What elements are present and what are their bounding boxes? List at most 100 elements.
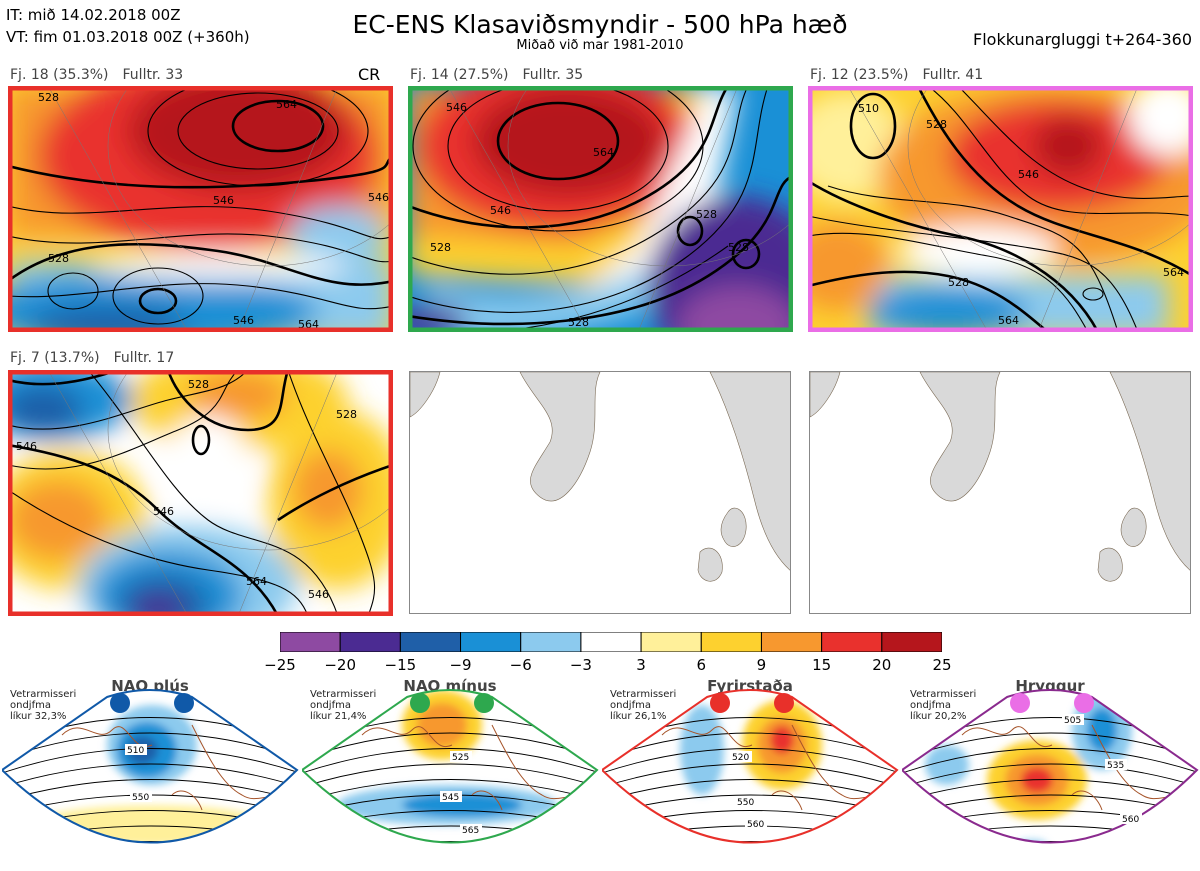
colorbar-tick-label: −25 bbox=[264, 656, 296, 674]
regime-note-line: Vetrarmisseri bbox=[310, 689, 377, 700]
page-title: EC-ENS Klasaviðsmyndir - 500 hPa hæð bbox=[352, 10, 848, 39]
colorbar-tick-label: −9 bbox=[449, 656, 472, 674]
regime-note: Vetrarmisseri ondjfma líkur 20,2% bbox=[910, 689, 976, 722]
contour-label: 564 bbox=[593, 146, 614, 159]
regime-contour-label: 550 bbox=[737, 798, 754, 808]
cluster-2-border bbox=[408, 86, 793, 332]
cluster-4-map: 528 546 528 546 546 564 bbox=[8, 370, 393, 616]
regime-nao-m-nus: NAO mínus Vetrarmisseri ondjfma líkur 21,4%… bbox=[302, 675, 600, 871]
regime-dot bbox=[1010, 693, 1030, 713]
regime-contour-label: 550 bbox=[132, 793, 149, 803]
regime-dot bbox=[474, 693, 494, 713]
colorbar bbox=[279, 631, 943, 653]
contour-label: 528 bbox=[926, 118, 947, 131]
regime-title: Fyrirstaða bbox=[707, 677, 793, 695]
regime-contour-label: 560 bbox=[747, 820, 764, 830]
colorbar-swatch bbox=[580, 631, 642, 653]
regime-nao-pl-s: NAO plús Vetrarmisseri ondjfma líkur 32,3% 5… bbox=[2, 675, 300, 871]
contour-label: 546 bbox=[308, 588, 329, 601]
initial-time: IT: mið 14.02.2018 00Z bbox=[6, 6, 181, 24]
colorbar-tick-label: −20 bbox=[324, 656, 356, 674]
cluster-3-label: Fj. 12 (23.5%) Fulltr. 41 bbox=[810, 67, 997, 83]
regime-note-line: ondjfma bbox=[910, 700, 951, 711]
regime-dot bbox=[710, 693, 730, 713]
regime-note-line: ondjfma bbox=[10, 700, 51, 711]
contour-label: 528 bbox=[948, 276, 969, 289]
contour-label: 528 bbox=[728, 241, 749, 254]
colorbar-tick-label: −6 bbox=[509, 656, 532, 674]
regime-note: Vetrarmisseri ondjfma líkur 32,3% bbox=[10, 689, 76, 722]
regime-contour-label: 510 bbox=[127, 746, 144, 756]
cluster-3-map: 510 528 546 528 564 564 bbox=[808, 86, 1193, 332]
contour-label: 564 bbox=[276, 98, 297, 111]
cluster-2-label: Fj. 14 (27.5%) Fulltr. 35 bbox=[410, 67, 597, 83]
colorbar-tick-label: 6 bbox=[696, 656, 707, 674]
regime-note-line: ondjfma bbox=[310, 700, 351, 711]
colorbar-tick-label: −3 bbox=[569, 656, 592, 674]
regime-note-line: ondjfma bbox=[610, 700, 651, 711]
regime-note-line: líkur 32,3% bbox=[10, 711, 67, 722]
cluster-3-border bbox=[808, 86, 1193, 332]
cluster-3-percent: Fj. 12 (23.5%) bbox=[810, 67, 909, 83]
contour-label: 528 bbox=[430, 241, 451, 254]
colorbar-swatch bbox=[279, 631, 341, 653]
colorbar-swatch bbox=[640, 631, 702, 653]
contour-label: 528 bbox=[568, 316, 589, 329]
cluster-4-members: Fulltr. 17 bbox=[113, 350, 175, 366]
cluster-4-percent: Fj. 7 (13.7%) bbox=[10, 350, 100, 366]
regime-note-line: Vetrarmisseri bbox=[10, 689, 77, 700]
regime-dot bbox=[774, 693, 794, 713]
contour-label: 546 bbox=[233, 314, 254, 327]
contour-label: 564 bbox=[246, 575, 267, 588]
colorbar-swatch bbox=[700, 631, 762, 653]
regime-note-line: Vetrarmisseri bbox=[610, 689, 677, 700]
cluster-1-percent: Fj. 18 (35.3%) bbox=[10, 67, 109, 83]
contour-label: 528 bbox=[48, 252, 69, 265]
regime-contour-label: 545 bbox=[442, 793, 459, 803]
regime-contour-label: 525 bbox=[452, 753, 469, 763]
contour-label: 546 bbox=[490, 204, 511, 217]
cluster-4-border bbox=[8, 370, 393, 616]
contour-label: 546 bbox=[446, 101, 467, 114]
cluster-3-members: Fulltr. 41 bbox=[922, 67, 984, 83]
colorbar-tick-label: 20 bbox=[872, 656, 892, 674]
colorbar-tick-label: 25 bbox=[932, 656, 952, 674]
regime-note-line: Vetrarmisseri bbox=[910, 689, 977, 700]
header-info: IT: mið 14.02.2018 00Z VT: fim 01.03.201… bbox=[6, 4, 250, 48]
colorbar-swatch bbox=[460, 631, 522, 653]
contour-label: 546 bbox=[16, 440, 37, 453]
contour-label: 546 bbox=[368, 191, 389, 204]
regime-contour-label: 560 bbox=[1122, 815, 1139, 825]
regime-contour-label: 565 bbox=[462, 826, 479, 836]
contour-label: 546 bbox=[153, 505, 174, 518]
regime-note: Vetrarmisseri ondjfma líkur 21,4% bbox=[310, 689, 376, 722]
contour-label: 564 bbox=[1163, 266, 1184, 279]
empty-map-5 bbox=[409, 371, 791, 614]
regime-note: Vetrarmisseri ondjfma líkur 26,1% bbox=[610, 689, 676, 722]
colorbar-tick-label: 3 bbox=[636, 656, 646, 674]
contour-label: 528 bbox=[696, 208, 717, 221]
clustering-window: Flokkunargluggi t+264-360 bbox=[973, 30, 1192, 49]
regime-fyrirsta-a: Fyrirstaða Vetrarmisseri ondjfma líkur 26,1… bbox=[602, 675, 900, 871]
cluster-1-tag: CR bbox=[358, 65, 381, 84]
regime-dot bbox=[410, 693, 430, 713]
cluster-1-members: Fulltr. 33 bbox=[122, 67, 184, 83]
cluster-1-map: 528 564 546 546 528 546 564 bbox=[8, 86, 393, 332]
contour-label: 528 bbox=[188, 378, 209, 391]
contour-label: 564 bbox=[998, 314, 1019, 327]
regime-note-line: líkur 20,2% bbox=[910, 711, 967, 722]
colorbar-swatch bbox=[520, 631, 582, 653]
page-subtitle: Miðað við mar 1981-2010 bbox=[516, 38, 684, 53]
regime-dot bbox=[1074, 693, 1094, 713]
colorbar-tick-label: −15 bbox=[384, 656, 417, 674]
cluster-1-label: Fj. 18 (35.3%) Fulltr. 33 bbox=[10, 67, 197, 83]
contour-label: 546 bbox=[1018, 168, 1039, 181]
cluster-2-percent: Fj. 14 (27.5%) bbox=[410, 67, 509, 83]
contour-label: 528 bbox=[336, 408, 357, 421]
regime-contour-label: 535 bbox=[1107, 761, 1124, 771]
cluster-2-map: 546 564 546 528 528 528 528 bbox=[408, 86, 793, 332]
regime-contour-label: 505 bbox=[1064, 716, 1081, 726]
colorbar-swatch bbox=[760, 631, 823, 653]
contour-label: 528 bbox=[38, 91, 59, 104]
cluster-2-members: Fulltr. 35 bbox=[522, 67, 584, 83]
